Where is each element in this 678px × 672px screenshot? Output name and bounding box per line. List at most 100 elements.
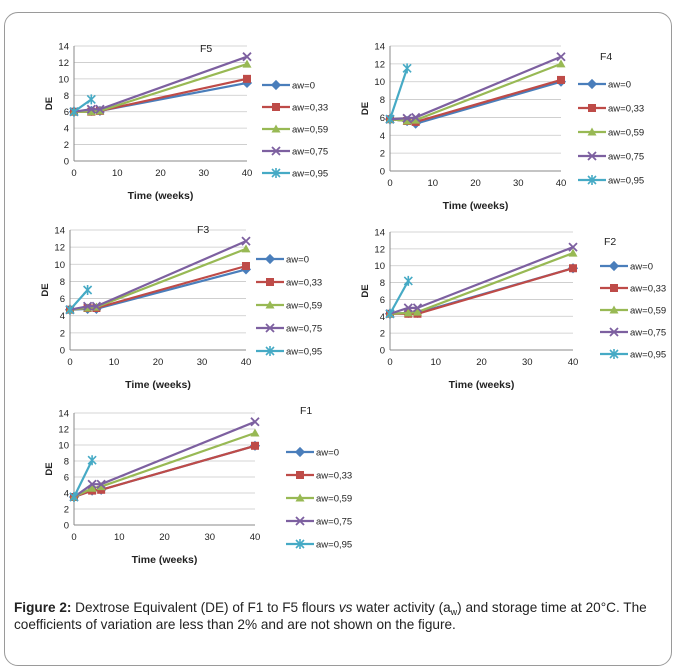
- legend-marker: [264, 253, 276, 265]
- data-point: [568, 242, 578, 252]
- legend-entry: aw=0,59: [256, 300, 322, 312]
- legend-label: aw=0,95: [630, 350, 666, 361]
- caption-part1: Dextrose Equivalent (DE) of F1 to F5 flo…: [71, 600, 339, 615]
- legend-label: aw=0: [286, 255, 309, 266]
- x-tick-label: 30: [198, 168, 209, 179]
- x-axis-title: Time (weeks): [132, 554, 198, 566]
- series-aw-0-75: [385, 242, 578, 319]
- legend-entry: aw=0,75: [578, 151, 644, 163]
- y-tick-label: 0: [60, 346, 65, 357]
- y-tick-label: 12: [58, 58, 69, 69]
- data-point: [250, 428, 260, 437]
- panel-title: F4: [600, 51, 612, 63]
- y-tick-label: 4: [380, 312, 385, 323]
- y-tick-label: 8: [380, 95, 385, 106]
- x-tick-label: 30: [522, 357, 533, 368]
- series-aw-0-95: [69, 455, 97, 502]
- data-point: [83, 285, 93, 295]
- figure-caption: Figure 2: Dextrose Equivalent (DE) of F1…: [14, 599, 676, 633]
- x-tick-label: 20: [476, 357, 487, 368]
- y-tick-label: 6: [380, 295, 385, 306]
- caption-part3: ) and storage time at 20°C. The coeffici…: [14, 600, 647, 632]
- y-tick-label: 6: [64, 107, 69, 118]
- legend-label: aw=0,33: [630, 284, 666, 295]
- legend-label: aw=0,59: [292, 125, 328, 136]
- y-axis-title: DE: [44, 462, 55, 475]
- legend-label: aw=0,75: [608, 152, 644, 163]
- data-point: [242, 59, 252, 68]
- legend-marker: [294, 446, 306, 458]
- legend-label: aw=0,33: [316, 471, 352, 482]
- data-point: [556, 59, 566, 68]
- data-point: [241, 236, 251, 246]
- legend-marker: [270, 79, 282, 91]
- y-tick-label: 2: [380, 329, 385, 340]
- legend-marker: [588, 104, 596, 112]
- legend-marker: [608, 260, 620, 272]
- legend-label: aw=0: [608, 80, 631, 91]
- legend-label: aw=0: [316, 448, 339, 459]
- data-point: [82, 301, 93, 311]
- series-line: [69, 240, 247, 311]
- y-tick-label: 6: [64, 473, 69, 484]
- y-tick-label: 6: [380, 113, 385, 124]
- legend-label: aw=0,59: [608, 128, 644, 139]
- y-tick-label: 12: [374, 244, 385, 255]
- y-tick-label: 14: [374, 228, 385, 239]
- legend-marker: [609, 327, 619, 337]
- legend-label: aw=0,33: [286, 278, 322, 289]
- y-tick-label: 8: [64, 91, 69, 102]
- caption-vs: vs: [338, 600, 353, 615]
- x-axis-title: Time (weeks): [128, 190, 194, 202]
- y-tick-label: 12: [54, 243, 65, 254]
- x-tick-label: 30: [204, 532, 215, 543]
- series-line: [389, 280, 410, 315]
- data-point: [250, 417, 260, 427]
- y-tick-label: 4: [380, 131, 385, 142]
- y-tick-label: 14: [58, 42, 69, 53]
- legend-label: aw=0,95: [608, 176, 644, 187]
- x-tick-label: 10: [112, 168, 123, 179]
- legend-label: aw=0,75: [286, 324, 322, 335]
- legend-marker: [587, 127, 597, 136]
- y-tick-label: 0: [64, 521, 69, 532]
- y-axis-title: DE: [360, 284, 371, 297]
- legend-entry: aw=0,95: [262, 168, 328, 180]
- legend-entry: aw=0: [600, 260, 653, 273]
- legend-label: aw=0,59: [286, 301, 322, 312]
- data-point: [87, 455, 97, 466]
- y-tick-label: 12: [58, 425, 69, 436]
- legend-marker: [271, 124, 281, 133]
- x-tick-label: 40: [556, 178, 567, 189]
- x-tick-label: 0: [71, 532, 76, 543]
- x-axis-title: Time (weeks): [125, 379, 191, 391]
- legend-marker: [271, 168, 281, 178]
- panel-title: F2: [604, 236, 616, 248]
- data-point: [402, 116, 412, 125]
- legend-marker: [266, 278, 274, 286]
- data-point: [412, 303, 423, 313]
- data-point: [403, 303, 413, 313]
- data-point: [402, 113, 412, 123]
- legend-entry: aw=0,33: [256, 278, 322, 289]
- panel-title: F3: [197, 224, 209, 236]
- legend-label: aw=0,33: [608, 104, 644, 115]
- legend-entry: aw=0,75: [600, 327, 666, 339]
- legend-marker: [587, 151, 597, 161]
- caption-part2: water activity (a: [352, 600, 451, 615]
- series-aw-0-59: [69, 428, 260, 501]
- legend-label: aw=0,33: [292, 103, 328, 114]
- chart-panel-f2: 0 2 4 6 8 10 12 14 0 10 20 30 40 Time (weeks) DE F2 aw=0…: [360, 228, 666, 392]
- legend-label: aw=0,95: [286, 347, 322, 358]
- x-tick-label: 20: [159, 532, 170, 543]
- y-tick-label: 10: [58, 74, 69, 85]
- y-axis-title: DE: [44, 97, 55, 110]
- legend-entry: aw=0,59: [286, 493, 352, 505]
- legend-label: aw=0,59: [630, 306, 666, 317]
- x-tick-label: 10: [430, 357, 441, 368]
- legend-marker: [296, 471, 304, 479]
- legend-marker: [265, 346, 275, 356]
- x-tick-label: 20: [155, 168, 166, 179]
- data-point: [96, 482, 106, 491]
- x-tick-label: 0: [387, 357, 392, 368]
